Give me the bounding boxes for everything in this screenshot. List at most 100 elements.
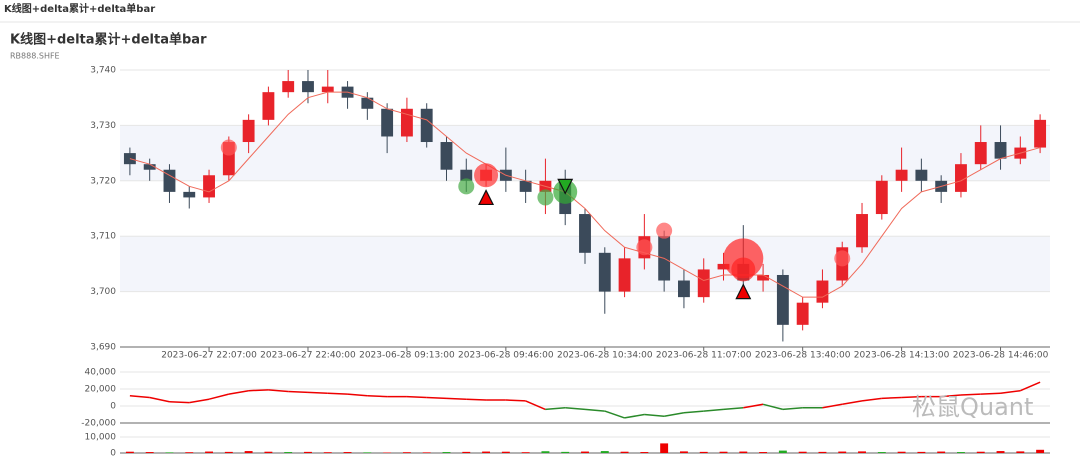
signal-bubble (636, 239, 652, 255)
delta-cum-segment (684, 411, 704, 413)
y-tick-label: 0 (110, 402, 116, 412)
delta-cum-segment (882, 398, 902, 399)
delta-cum-segment (605, 411, 625, 418)
watermark: 松鼠Quant (912, 393, 1033, 421)
delta-cum-segment (229, 391, 249, 394)
delta-bar (977, 452, 985, 453)
x-tick-label: 2023-06-28 10:34:00 (557, 351, 653, 361)
x-tick-label: 2023-06-27 22:40:00 (260, 351, 356, 361)
delta-bar (660, 443, 668, 453)
delta-cum-segment (446, 398, 466, 399)
delta-bar (878, 452, 886, 453)
chart-title: K线图+delta累计+delta单bar (10, 32, 207, 48)
delta-bar (185, 452, 193, 453)
delta-bar (284, 452, 292, 453)
delta-cum-segment (585, 409, 605, 411)
delta-bar (957, 452, 965, 453)
signal-marker (479, 190, 493, 204)
x-tick-label: 2023-06-28 09:46:00 (458, 351, 554, 361)
signal-bubble (731, 257, 755, 281)
signal-bubble (474, 163, 498, 187)
candle-body (421, 109, 433, 142)
delta-bar (838, 452, 846, 453)
delta-bar (561, 452, 569, 453)
y-tick-label: 0 (110, 449, 116, 458)
delta-cum-segment (268, 390, 288, 392)
delta-cum-segment (150, 398, 170, 402)
delta-bar (225, 452, 233, 453)
delta-bar (443, 452, 451, 453)
delta-cum-segment (308, 392, 328, 393)
delta-bar (1016, 451, 1024, 453)
delta-bar (482, 452, 490, 453)
candle-body (302, 81, 314, 92)
delta-bar (423, 452, 431, 453)
candle-body (975, 142, 987, 164)
y-tick-label: 10,000 (85, 433, 117, 443)
candle-body (203, 175, 215, 197)
signal-bubble (221, 140, 237, 156)
delta-bar (126, 452, 134, 453)
delta-bar (522, 452, 530, 453)
delta-cum-segment (407, 397, 427, 398)
delta-bar (858, 451, 866, 453)
x-tick-label: 2023-06-28 14:46:00 (953, 351, 1049, 361)
delta-cum-segment (565, 408, 585, 410)
delta-bar (146, 452, 154, 453)
delta-bar (462, 452, 470, 453)
y-tick-label: 40,000 (85, 368, 117, 378)
candle-body (282, 81, 294, 92)
delta-bar (304, 452, 312, 453)
delta-bar (363, 452, 371, 453)
page-header: K线图+delta累计+delta单bar (4, 2, 155, 15)
delta-cum-segment (862, 398, 882, 401)
delta-bar (937, 452, 945, 453)
y-tick-label: 3,710 (90, 232, 116, 242)
candle-body (995, 142, 1007, 159)
delta-bar (799, 452, 807, 453)
y-tick-label: -20,000 (81, 419, 116, 429)
delta-cum-segment (506, 400, 526, 401)
signal-bubble (458, 178, 474, 194)
delta-cum-segment (328, 393, 348, 394)
candle-body (797, 303, 809, 325)
delta-bar (997, 451, 1005, 453)
delta-bar (264, 452, 272, 453)
candle-body (183, 192, 195, 198)
delta-bar (680, 451, 688, 453)
y-tick-label: 3,740 (90, 66, 116, 76)
x-tick-label: 2023-06-28 11:07:00 (656, 351, 752, 361)
delta-cum-segment (545, 408, 565, 410)
delta-cum-segment (704, 409, 724, 411)
delta-cum-segment (209, 394, 229, 399)
candle-body (678, 281, 690, 298)
candle-body (262, 92, 274, 120)
candle-body (856, 214, 868, 247)
y-tick-label: 3,720 (90, 176, 116, 186)
x-tick-label: 2023-06-28 14:13:00 (854, 351, 950, 361)
delta-bar (621, 452, 629, 453)
candle-body (361, 98, 373, 109)
candle-body (243, 120, 255, 142)
delta-bar (720, 452, 728, 453)
y-tick-label: 20,000 (85, 385, 117, 395)
chart-subtitle: RB888.SHFE (10, 52, 60, 61)
delta-cum-segment (288, 392, 308, 393)
x-tick-label: 2023-06-28 13:40:00 (755, 351, 851, 361)
candle-body (322, 87, 334, 93)
delta-cum-segment (169, 402, 189, 403)
delta-bar (1036, 450, 1044, 453)
candle-body (896, 170, 908, 181)
delta-bar (403, 452, 411, 453)
candle-body (698, 269, 710, 297)
candle-body (381, 109, 393, 137)
delta-bar (205, 452, 213, 453)
delta-bar (898, 452, 906, 453)
candle-body (599, 253, 611, 292)
delta-bar (245, 451, 253, 453)
candle-body (876, 181, 888, 214)
delta-bar (541, 451, 549, 453)
delta-cum-segment (783, 408, 803, 410)
signal-bubble (656, 223, 672, 239)
delta-bar (739, 452, 747, 453)
